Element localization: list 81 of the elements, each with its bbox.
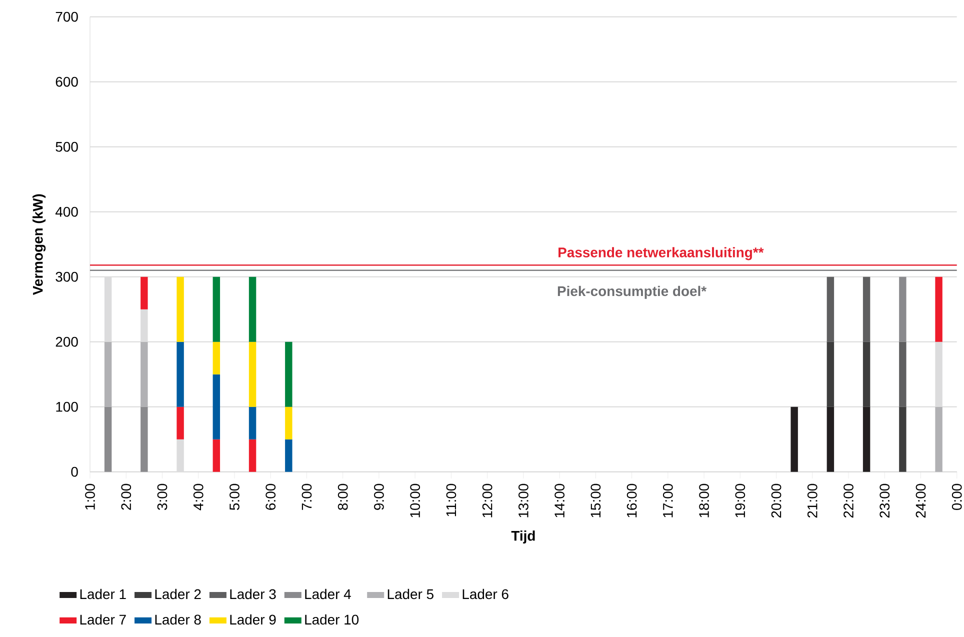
legend-label: Lader 6 (462, 588, 508, 600)
bar (248, 439, 256, 472)
x-tick-label: 23:00 (880, 484, 890, 518)
x-tick-label: 7:00 (302, 484, 312, 510)
bar (790, 406, 798, 472)
x-tick-label: 18:00 (699, 484, 709, 518)
bar (826, 342, 834, 407)
x-tick-label: 15:00 (590, 484, 601, 518)
y-axis-title: Vermogen (kW) (32, 194, 46, 295)
legend-label: Lader 3 (230, 588, 276, 600)
legend-label: Lader 1 (80, 588, 126, 600)
ref-line-label: Passende netwerkaansluiting** (558, 247, 764, 260)
y-tick-label: 0 (71, 466, 78, 477)
bar (104, 276, 112, 342)
bar (899, 342, 906, 407)
x-tick-label: 1:00 (85, 484, 95, 510)
bar (285, 342, 292, 407)
x-tick-label: 3:00 (157, 484, 168, 510)
bar (862, 406, 870, 472)
bar (140, 406, 148, 472)
bar (176, 342, 184, 407)
y-tick-label: 100 (56, 402, 78, 412)
bar (104, 342, 112, 407)
y-tick-label: 700 (56, 12, 78, 22)
x-tick-label: 5:00 (230, 484, 240, 510)
legend-label: Lader 4 (305, 588, 351, 600)
bar (104, 406, 112, 472)
x-tick-label: 14:00 (554, 484, 564, 518)
bar (248, 342, 256, 407)
x-tick-label: 12:00 (482, 484, 492, 518)
bar (862, 342, 870, 407)
bar (285, 439, 292, 472)
x-tick-label: 20:00 (771, 484, 782, 518)
y-tick-label: 600 (56, 76, 78, 87)
legend-label: Lader 10 (305, 614, 359, 625)
x-tick-label: 21:00 (807, 484, 818, 518)
bar (935, 406, 942, 472)
bar (140, 342, 148, 407)
x-tick-label: 11:00 (446, 484, 456, 516)
bar (285, 406, 292, 440)
x-tick-label: 10:00 (410, 484, 420, 518)
x-tick-label: 24:00 (916, 484, 926, 518)
x-tick-label: 6:00 (266, 484, 276, 510)
y-tick-label: 200 (56, 336, 78, 347)
x-axis-title: Tijd (511, 530, 535, 544)
bar (935, 342, 942, 407)
bar (140, 276, 148, 310)
x-tick-label: 4:00 (193, 484, 204, 510)
legend-label: Lader 7 (80, 614, 126, 625)
bar (176, 276, 184, 342)
bar (212, 276, 220, 342)
legend-label: Lader 5 (388, 588, 434, 600)
bar (899, 406, 906, 472)
x-tick-label: 8:00 (338, 484, 348, 510)
bar (212, 439, 220, 472)
bar (140, 309, 148, 342)
bar (826, 276, 834, 342)
x-tick-label: 2:00 (121, 484, 132, 510)
bar (826, 406, 834, 472)
x-tick-label: 19:00 (735, 484, 746, 518)
legend-label: Lader 2 (155, 588, 201, 600)
bar (212, 342, 220, 374)
x-tick-label: 9:00 (374, 484, 384, 510)
y-tick-label: 500 (56, 142, 78, 152)
legend-label: Lader 9 (230, 614, 276, 625)
y-tick-label: 400 (55, 206, 78, 217)
legend-label: Lader 8 (155, 614, 201, 625)
bar (862, 276, 870, 342)
bar (212, 374, 220, 440)
bar (899, 276, 906, 342)
bar (935, 276, 942, 342)
x-tick-label: 17:00 (662, 484, 673, 518)
ref-line-label: Piek-consumptie doel* (558, 286, 707, 299)
bar (176, 406, 184, 440)
bar (248, 406, 256, 440)
x-tick-label: 16:00 (626, 484, 637, 518)
x-tick-label: 0:00 (952, 484, 962, 510)
y-tick-label: 300 (56, 272, 78, 282)
x-tick-label: 22:00 (844, 484, 854, 518)
bar (248, 276, 256, 342)
x-tick-label: 13:00 (518, 484, 528, 518)
